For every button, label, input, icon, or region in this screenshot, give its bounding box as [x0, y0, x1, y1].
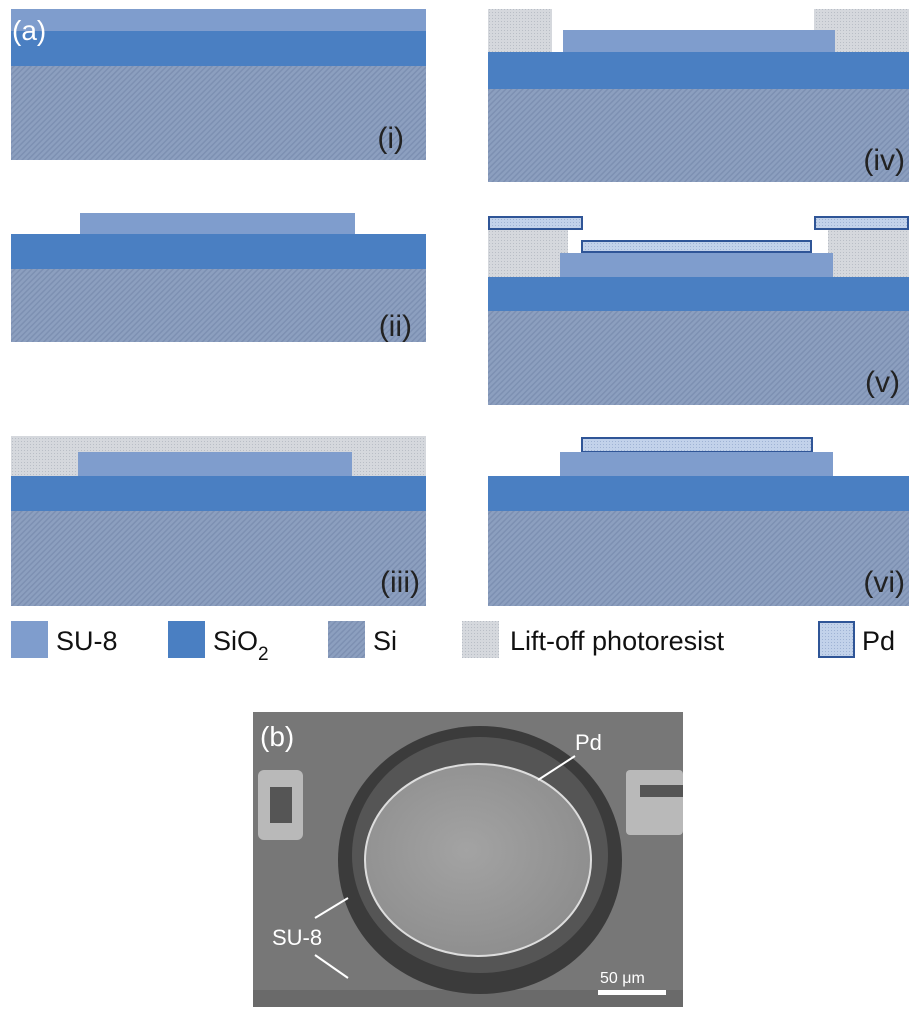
legend-label: Si	[373, 626, 397, 656]
legend-label: Lift-off photoresist	[510, 626, 725, 656]
step-label: (v)	[865, 366, 900, 399]
figure: (a) (i) (ii) (iii) (iv) (v) (vi) SU-8 Si…	[0, 0, 909, 1009]
panel-a: (a) (i) (ii) (iii) (iv) (v) (vi)	[11, 9, 909, 606]
step-label: (iii)	[380, 566, 420, 599]
step-label: (vi)	[863, 566, 905, 599]
annotation: Pd	[575, 730, 602, 755]
legend: SU-8 SiO2 Si Lift-off photoresist Pd	[11, 621, 895, 665]
legend-label: Pd	[862, 626, 895, 656]
step-label: (iv)	[863, 144, 905, 177]
panel-label: (b)	[260, 721, 294, 752]
legend-label: SiO2	[213, 626, 269, 665]
legend-label: SU-8	[56, 626, 118, 656]
panel-label: (a)	[12, 15, 46, 46]
step-label: (i)	[377, 122, 404, 155]
panel-b: (b) Pd SU-8 50 μm	[253, 712, 683, 1007]
annotation: SU-8	[272, 925, 322, 950]
step-label: (ii)	[379, 310, 412, 343]
scale-bar-label: 50 μm	[600, 970, 645, 987]
